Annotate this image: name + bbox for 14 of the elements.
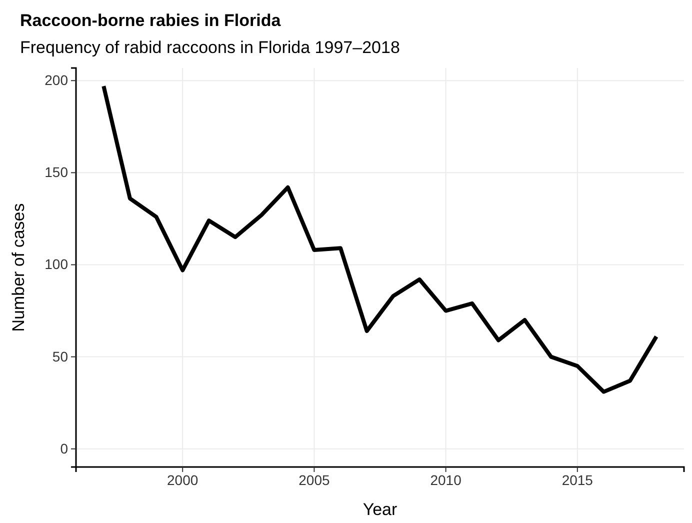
x-tick-label: 2010 — [430, 472, 462, 488]
y-tick-label: 150 — [44, 164, 68, 180]
x-tick-label: 2000 — [167, 472, 198, 488]
line-series — [102, 84, 658, 394]
x-tick-label: 2005 — [298, 472, 330, 488]
y-tick-label: 200 — [44, 72, 68, 88]
y-axis-title: Number of cases — [9, 203, 28, 332]
x-axis-title: Year — [362, 500, 398, 519]
x-tick-label: 2015 — [562, 472, 594, 488]
chart-title: Raccoon-borne rabies in Florida — [20, 11, 282, 30]
chart-subtitle: Frequency of rabid raccoons in Florida 1997–2018 — [20, 38, 400, 57]
y-tick-label: 0 — [60, 440, 68, 456]
y-tick-label: 50 — [52, 348, 68, 364]
y-tick-label: 100 — [44, 256, 68, 272]
